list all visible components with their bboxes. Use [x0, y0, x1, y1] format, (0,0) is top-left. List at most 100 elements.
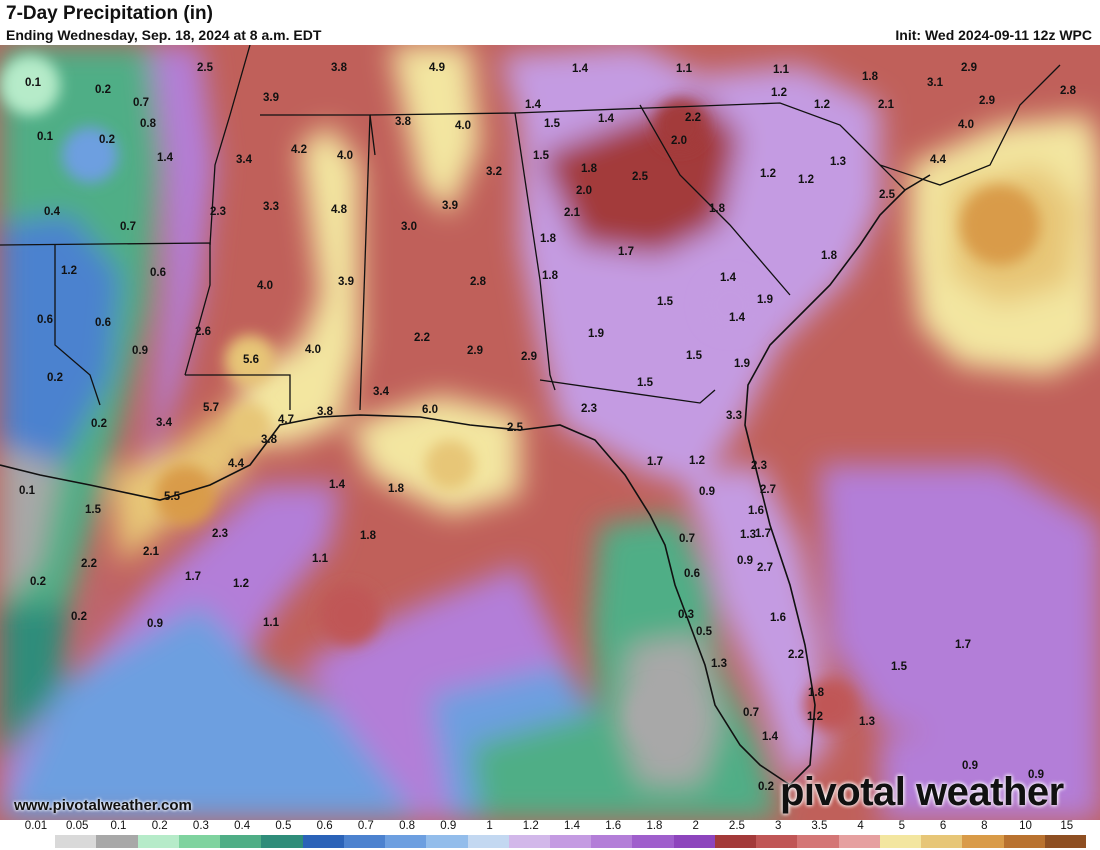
precip-value-label: 3.4 — [156, 417, 173, 429]
legend-swatch — [302, 835, 344, 848]
precip-value-label: 4.8 — [331, 204, 348, 216]
precip-value-label: 1.7 — [185, 571, 201, 583]
precip-value-label: 3.4 — [236, 154, 253, 166]
precip-value-label: 0.2 — [99, 134, 115, 146]
precip-value-label: 1.8 — [542, 270, 559, 282]
precip-value-label: 1.5 — [544, 118, 561, 130]
precip-value-label: 0.5 — [696, 626, 713, 638]
precip-value-label: 1.3 — [711, 658, 727, 670]
precip-value-label: 1.1 — [312, 553, 329, 565]
precip-value-label: 2.6 — [195, 326, 211, 338]
precip-value-label: 0.9 — [737, 555, 753, 567]
legend-label: 8 — [981, 820, 988, 832]
precip-value-label: 1.8 — [709, 203, 726, 215]
legend-label: 2.5 — [728, 820, 745, 832]
precip-value-label: 1.8 — [540, 233, 557, 245]
precip-value-label: 2.5 — [632, 171, 649, 183]
precip-value-label: 3.0 — [401, 221, 417, 233]
legend-swatch — [385, 835, 427, 848]
precip-value-label: 0.7 — [133, 97, 149, 109]
precip-value-label: 4.4 — [228, 458, 245, 470]
precip-value-label: 1.6 — [770, 612, 786, 624]
precip-value-label: 1.8 — [808, 687, 825, 699]
legend-label: 0.01 — [24, 820, 48, 832]
legend-label: 0.3 — [192, 820, 209, 832]
precip-value-label: 0.7 — [743, 707, 759, 719]
precip-value-label: 2.2 — [414, 332, 430, 344]
precip-value-label: 0.9 — [699, 486, 715, 498]
precip-value-label: 1.4 — [572, 63, 589, 75]
precip-value-label: 5.5 — [164, 491, 181, 503]
precip-value-label: 1.5 — [85, 504, 102, 516]
precip-value-label: 3.3 — [263, 201, 279, 213]
precip-value-label: 1.7 — [755, 528, 771, 540]
precip-value-label: 2.2 — [685, 112, 701, 124]
precip-value-label: 1.7 — [647, 456, 663, 468]
precip-value-label: 2.9 — [961, 62, 977, 74]
precip-value-label: 2.9 — [979, 95, 995, 107]
precip-value-label: 4.0 — [305, 344, 321, 356]
legend-swatch — [467, 835, 509, 848]
precip-detail — [0, 55, 1040, 745]
legend-swatch — [1003, 835, 1045, 848]
precip-value-label: 1.1 — [263, 617, 280, 629]
precip-value-label: 0.6 — [684, 568, 700, 580]
precip-value-label: 0.2 — [30, 576, 46, 588]
precip-value-label: 4.7 — [278, 414, 294, 426]
legend-label: 0.8 — [399, 820, 416, 832]
precip-value-label: 1.2 — [798, 174, 814, 186]
legend-swatch — [508, 835, 550, 848]
precip-value-label: 2.2 — [788, 649, 804, 661]
precip-value-label: 1.4 — [720, 272, 737, 284]
precip-value-label: 4.4 — [930, 154, 947, 166]
precip-value-label: 0.4 — [44, 206, 61, 218]
legend-swatch — [55, 835, 97, 848]
legend-label: 1.6 — [605, 820, 622, 832]
precip-value-label: 3.2 — [486, 166, 502, 178]
precip-value-label: 2.5 — [507, 422, 524, 434]
legend-swatch — [96, 835, 138, 848]
legend-label: 0.1 — [110, 820, 127, 832]
precip-value-label: 1.3 — [740, 529, 756, 541]
precip-value-label: 0.8 — [140, 118, 157, 130]
legend-swatch — [220, 835, 262, 848]
legend-label: 3.5 — [811, 820, 828, 832]
coastline — [0, 174, 931, 787]
legend-label: 0.4 — [234, 820, 251, 832]
precip-value-label: 0.6 — [37, 314, 53, 326]
precip-value-label: 0.2 — [95, 84, 111, 96]
attribution-text: www.pivotalweather.com — [14, 797, 192, 814]
legend-label: 15 — [1060, 820, 1074, 832]
precip-value-label: 2.1 — [143, 546, 160, 558]
precip-value-label: 0.1 — [25, 77, 42, 89]
precip-value-label: 1.4 — [157, 152, 174, 164]
precip-value-label: 1.8 — [388, 483, 405, 495]
precip-value-label: 1.7 — [618, 246, 634, 258]
precip-value-label: 1.3 — [830, 156, 846, 168]
legend-swatch — [591, 835, 633, 848]
valid-time-subtitle: Ending Wednesday, Sep. 18, 2024 at 8 a.m… — [6, 27, 322, 43]
precip-value-label: 2.8 — [1060, 85, 1077, 97]
precip-value-label: 2.0 — [576, 185, 592, 197]
precip-value-label: 2.3 — [751, 460, 767, 472]
legend-label: 1.2 — [522, 820, 539, 832]
precip-value-label: 1.2 — [689, 455, 705, 467]
legend-label: 0.7 — [357, 820, 374, 832]
precip-value-label: 1.9 — [588, 328, 604, 340]
precip-value-label: 2.8 — [470, 276, 487, 288]
precip-value-label: 0.7 — [120, 221, 136, 233]
precip-value-label: 1.8 — [360, 530, 377, 542]
precip-value-label: 1.2 — [61, 265, 77, 277]
legend-swatch — [14, 835, 56, 848]
precip-value-label: 2.3 — [581, 403, 597, 415]
precip-value-label: 3.1 — [927, 77, 944, 89]
precip-value-label: 5.6 — [243, 354, 259, 366]
legend-label: 0.6 — [316, 820, 333, 832]
legend-label: 0.5 — [275, 820, 292, 832]
precip-value-label: 1.8 — [821, 250, 838, 262]
precip-value-label: 3.3 — [726, 410, 742, 422]
precip-value-label: 2.7 — [757, 562, 773, 574]
precip-value-label: 2.2 — [81, 558, 97, 570]
precip-value-label: 1.9 — [734, 358, 750, 370]
precip-value-label: 4.0 — [337, 150, 353, 162]
